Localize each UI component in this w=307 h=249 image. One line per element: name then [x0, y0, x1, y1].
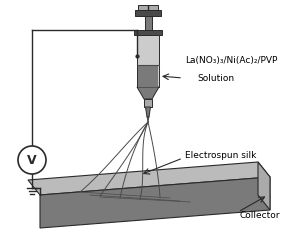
Bar — [138, 65, 158, 87]
Circle shape — [18, 146, 46, 174]
Polygon shape — [40, 177, 270, 228]
Text: Collector: Collector — [240, 210, 281, 220]
Bar — [145, 16, 151, 30]
Text: Electrospun silk: Electrospun silk — [185, 150, 256, 160]
Polygon shape — [146, 107, 150, 117]
Bar — [144, 99, 152, 107]
Bar — [137, 35, 159, 87]
Bar — [134, 30, 162, 35]
Text: V: V — [27, 153, 37, 167]
Text: La(NO₃)₃/Ni(Ac)₂/PVP: La(NO₃)₃/Ni(Ac)₂/PVP — [185, 56, 278, 64]
Text: Solution: Solution — [197, 73, 234, 82]
Polygon shape — [137, 87, 159, 99]
Bar — [138, 5, 158, 10]
Polygon shape — [258, 162, 270, 210]
Polygon shape — [28, 162, 270, 195]
Polygon shape — [147, 117, 149, 122]
Bar — [135, 10, 161, 16]
